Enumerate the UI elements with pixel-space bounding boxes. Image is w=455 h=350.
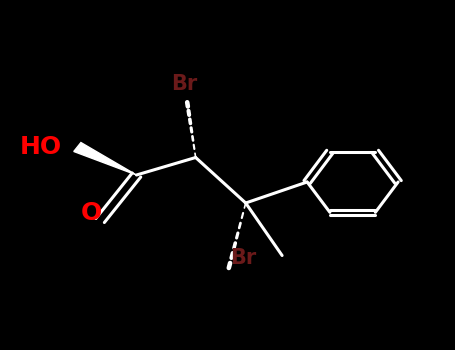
Text: HO: HO — [19, 135, 61, 159]
Text: Br: Br — [171, 75, 197, 94]
Text: Br: Br — [230, 248, 256, 268]
Polygon shape — [74, 142, 136, 175]
Text: O: O — [81, 202, 101, 225]
